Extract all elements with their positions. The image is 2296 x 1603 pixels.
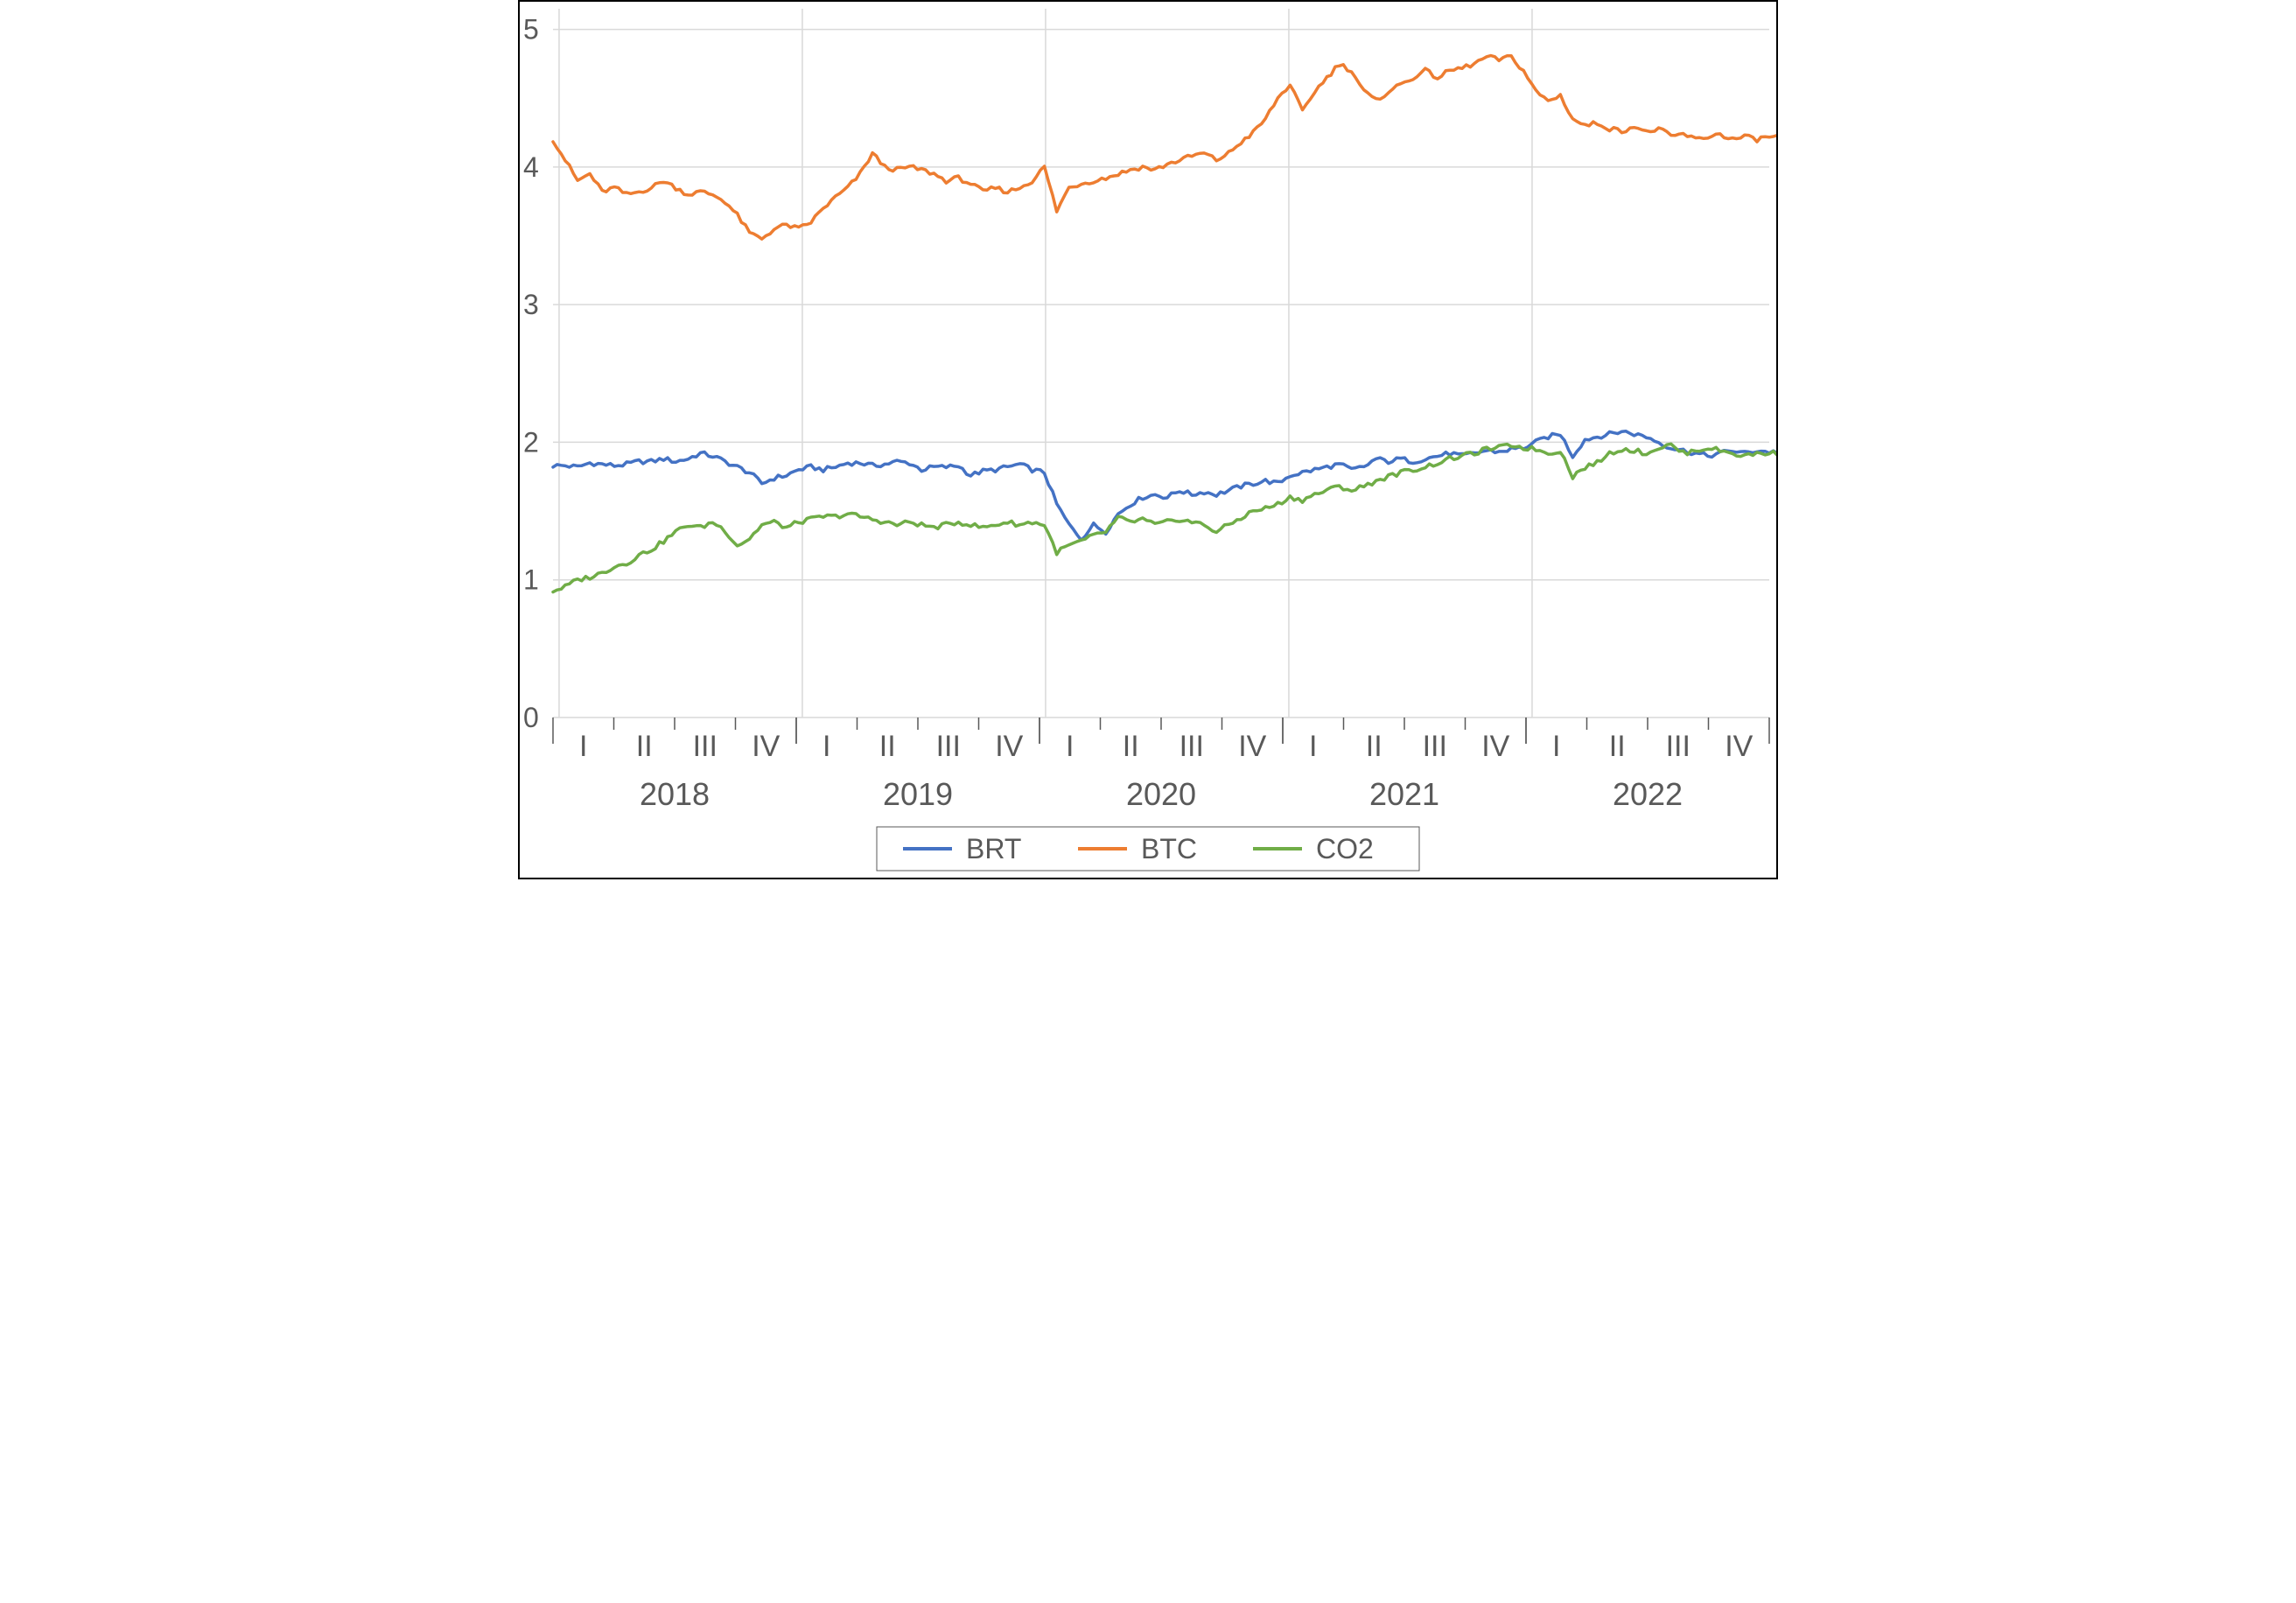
x-quarter-label: III — [936, 730, 961, 763]
x-quarter-label: IV — [752, 730, 780, 763]
x-quarter-label: I — [1309, 730, 1317, 763]
line-chart: 012345IIIIIIIV2018IIIIIIIV2019IIIIIIIV20… — [518, 0, 1778, 879]
x-quarter-label: II — [1609, 730, 1626, 763]
x-quarter-label: I — [1066, 730, 1074, 763]
chart-container: 012345IIIIIIIV2018IIIIIIIV2019IIIIIIIV20… — [518, 0, 1778, 879]
y-tick-label: 5 — [523, 14, 539, 46]
legend-label: CO2 — [1316, 833, 1374, 864]
x-quarter-label: II — [1123, 730, 1139, 763]
x-quarter-label: II — [1366, 730, 1382, 763]
x-quarter-label: II — [879, 730, 896, 763]
x-quarter-label: III — [1423, 730, 1447, 763]
y-tick-label: 3 — [523, 289, 539, 320]
x-quarter-label: III — [1180, 730, 1204, 763]
x-quarter-label: I — [579, 730, 587, 763]
legend-label: BTC — [1141, 833, 1197, 864]
x-quarter-label: IV — [1238, 730, 1266, 763]
x-quarter-label: IV — [1481, 730, 1509, 763]
x-year-label: 2021 — [1369, 776, 1439, 812]
x-quarter-label: III — [693, 730, 718, 763]
x-year-label: 2022 — [1613, 776, 1683, 812]
x-quarter-label: II — [636, 730, 653, 763]
x-quarter-label: IV — [995, 730, 1023, 763]
y-tick-label: 0 — [523, 702, 539, 733]
legend-label: BRT — [966, 833, 1021, 864]
x-quarter-label: IV — [1725, 730, 1753, 763]
y-tick-label: 4 — [523, 151, 539, 183]
y-tick-label: 1 — [523, 564, 539, 596]
x-quarter-label: I — [822, 730, 830, 763]
x-quarter-label: I — [1552, 730, 1560, 763]
x-year-label: 2018 — [640, 776, 710, 812]
x-quarter-label: III — [1666, 730, 1690, 763]
x-year-label: 2019 — [883, 776, 953, 812]
x-year-label: 2020 — [1126, 776, 1196, 812]
y-tick-label: 2 — [523, 426, 539, 458]
